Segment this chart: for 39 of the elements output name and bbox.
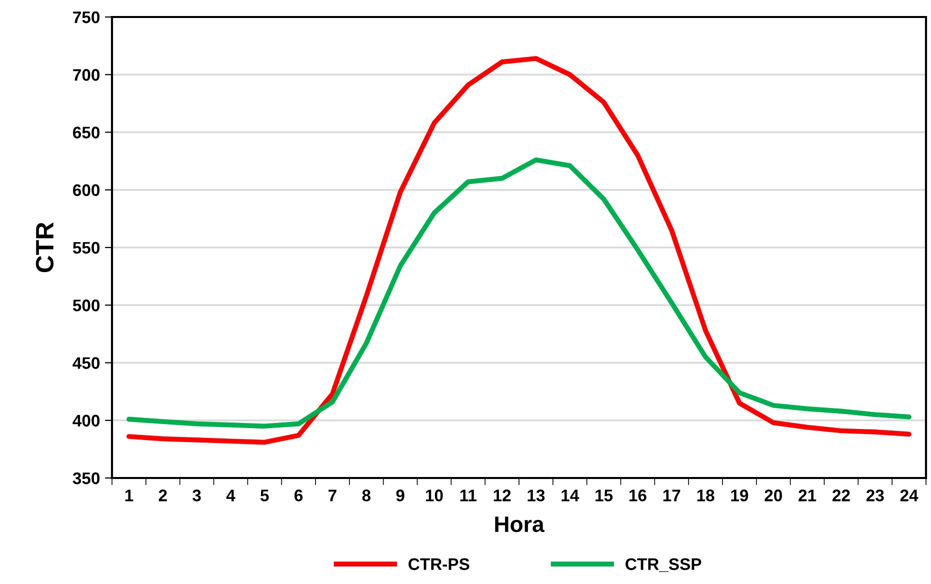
x-tick-label: 10 xyxy=(426,490,443,502)
x-tick-label: 17 xyxy=(663,490,680,502)
x-tick-label: 8 xyxy=(362,490,370,502)
y-tick-label: 750 xyxy=(73,11,100,24)
x-tick-label: 7 xyxy=(328,490,336,502)
x-tick-label: 20 xyxy=(764,490,782,502)
x-tick-label: 18 xyxy=(697,490,714,502)
x-tick-label: 19 xyxy=(731,490,748,502)
x-tick-label: 14 xyxy=(562,490,580,502)
x-tick-label: 11 xyxy=(460,490,476,502)
x-tick-label: 24 xyxy=(900,490,918,502)
x-tick-label: 9 xyxy=(396,490,404,502)
x-tick-label: 12 xyxy=(494,490,511,502)
x-tick-label: 16 xyxy=(629,490,646,502)
legend-label: CTR-PS xyxy=(408,558,470,570)
x-tick-label: 21 xyxy=(798,490,816,502)
line-series xyxy=(126,157,912,429)
x-tick-label: 3 xyxy=(192,490,201,502)
y-tick-label: 500 xyxy=(72,300,100,312)
y-tick-label: 450 xyxy=(72,357,100,369)
y-tick-label: 650 xyxy=(73,126,100,138)
x-tick-label: 6 xyxy=(294,490,303,502)
x-tick-label: 1 xyxy=(125,490,134,502)
x-tick-label: 2 xyxy=(158,490,167,502)
y-tick-label: 400 xyxy=(72,414,100,427)
y-tick-label: 350 xyxy=(72,472,100,484)
x-axis-title: Hora xyxy=(495,516,544,532)
x-tick-label: 15 xyxy=(596,490,613,502)
y-axis-title: CTR xyxy=(36,222,54,272)
y-tick-label: 550 xyxy=(72,242,100,254)
legend-label: CTR_SSP xyxy=(626,558,702,572)
x-tick-label: 13 xyxy=(528,490,545,502)
x-tick-label: 22 xyxy=(832,490,850,502)
x-tick-label: 5 xyxy=(260,490,269,502)
x-tick-label: 23 xyxy=(866,490,884,502)
x-tick-label: 4 xyxy=(226,490,236,502)
y-tick-label: 700 xyxy=(73,69,100,81)
line-series xyxy=(126,56,912,445)
y-tick-label: 600 xyxy=(73,184,100,196)
